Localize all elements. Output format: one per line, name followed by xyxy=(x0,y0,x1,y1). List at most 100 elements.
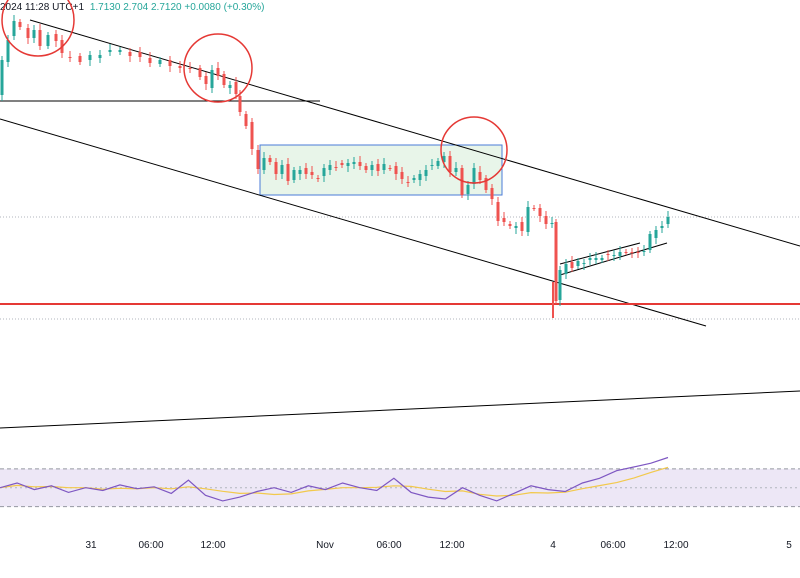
candle-body xyxy=(198,68,202,77)
candle-body xyxy=(466,185,470,194)
candle-body xyxy=(256,150,260,169)
candle-body xyxy=(448,156,452,172)
channel-lower-line xyxy=(0,118,707,327)
candle-body xyxy=(490,188,494,199)
candle-body xyxy=(88,55,92,60)
annotation-circle xyxy=(183,33,253,103)
candle-body xyxy=(654,230,658,238)
candle-body xyxy=(376,164,380,171)
candle-body xyxy=(316,178,320,179)
candle-body xyxy=(138,52,142,57)
candle-body xyxy=(496,202,500,221)
candle-body xyxy=(484,178,488,190)
candle-body xyxy=(334,167,338,168)
candle-body xyxy=(582,263,586,264)
rsi-pane xyxy=(0,456,800,508)
x-tick-label: 12:00 xyxy=(663,540,688,551)
x-tick-label: Nov xyxy=(316,540,334,551)
candle-body xyxy=(304,168,308,174)
candle-body xyxy=(418,174,422,180)
candle-body xyxy=(358,162,362,166)
candle-body xyxy=(624,252,628,253)
candle-body xyxy=(508,224,512,226)
candle-body xyxy=(564,264,568,274)
header-datetime: 2024 11:28 UTC+1 xyxy=(0,2,85,13)
wedge-upper-line xyxy=(559,242,641,265)
candle-body xyxy=(600,258,604,260)
candle-body xyxy=(436,161,440,166)
consolidation-box xyxy=(259,144,503,196)
candle-body xyxy=(292,170,296,180)
candle-body xyxy=(158,60,162,64)
candle-body xyxy=(38,30,42,46)
candle-body xyxy=(532,208,536,209)
annotation-circle xyxy=(1,0,75,57)
candle-body xyxy=(18,22,22,27)
candle-body xyxy=(666,217,670,224)
x-tick-label: 5 xyxy=(786,540,792,551)
candle-body xyxy=(228,85,232,88)
annotation-circles-layer xyxy=(1,0,508,184)
candle-body xyxy=(298,170,302,174)
candle-body xyxy=(618,252,622,256)
candle-body xyxy=(630,252,634,253)
candle-body xyxy=(328,165,332,170)
candle-body xyxy=(352,162,356,164)
candle-body xyxy=(502,218,506,222)
candle-body xyxy=(382,164,386,170)
candle-body xyxy=(210,70,214,88)
candle-body xyxy=(588,258,592,260)
x-tick-label: 06:00 xyxy=(138,540,163,551)
candle-body xyxy=(570,262,574,268)
candle-body xyxy=(108,50,112,52)
candle-body xyxy=(636,252,640,253)
candle-body xyxy=(554,222,558,301)
candle-body xyxy=(26,28,30,38)
candle-body xyxy=(244,114,248,126)
candle-body xyxy=(340,163,344,165)
candle-body xyxy=(286,164,290,181)
candle-body xyxy=(364,166,368,170)
candle-body xyxy=(648,234,652,250)
x-tick-label: 12:00 xyxy=(200,540,225,551)
candle-body xyxy=(346,163,350,166)
candle-body xyxy=(98,55,102,58)
long-trendline xyxy=(0,390,800,429)
header-ohlc-values: 1.7130 2.704 2.7120 +0.0080 (+0.30%) xyxy=(89,2,265,13)
candle-body xyxy=(234,82,238,94)
candle-body xyxy=(216,68,220,76)
rsi-line xyxy=(0,456,669,502)
candle-body xyxy=(128,52,132,56)
candle-body xyxy=(238,96,242,112)
candle-body xyxy=(514,226,518,228)
candle-body xyxy=(430,165,434,166)
candle-body xyxy=(406,182,410,183)
candle-body xyxy=(204,76,208,84)
candle-body xyxy=(550,223,554,224)
candle-body xyxy=(0,60,4,95)
candle-body xyxy=(442,156,446,162)
candle-body xyxy=(558,270,562,300)
x-axis: 31 06:00 12:00 Nov 06:00 12:00 4 06:00 12:00 5 xyxy=(85,540,792,551)
candle-body xyxy=(274,162,278,174)
candle-body xyxy=(188,68,192,69)
candle-body xyxy=(388,168,392,169)
x-tick-label: 06:00 xyxy=(600,540,625,551)
candle-body xyxy=(32,30,36,38)
candle-body xyxy=(424,170,428,176)
x-tick-label: 12:00 xyxy=(439,540,464,551)
candle-body xyxy=(538,208,542,216)
candle-body xyxy=(544,216,548,224)
candle-body xyxy=(250,122,254,149)
candle-body xyxy=(594,258,598,260)
candle-body xyxy=(148,58,152,63)
candle-body xyxy=(576,261,580,266)
candle-body xyxy=(526,207,530,232)
candle-body xyxy=(642,251,646,252)
candle-body xyxy=(660,226,664,228)
x-tick-label: 4 xyxy=(550,540,556,551)
candle-body xyxy=(168,60,172,66)
candle-body xyxy=(268,158,272,162)
x-tick-label: 06:00 xyxy=(376,540,401,551)
range-box-layer xyxy=(259,144,503,196)
